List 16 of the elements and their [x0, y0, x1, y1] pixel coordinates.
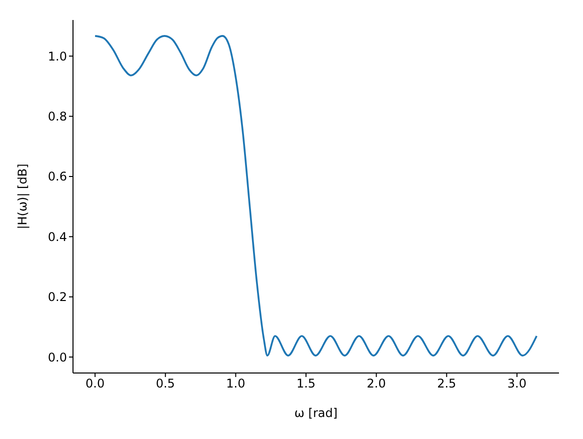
- y-tick-label: 0.8: [48, 110, 67, 124]
- x-tick-label: 2.0: [366, 376, 386, 391]
- y-tick-label: 0.2: [48, 290, 67, 304]
- line-series: [94, 35, 538, 356]
- x-tick-label: 1.0: [226, 376, 246, 391]
- x-tick-label: 0.5: [156, 376, 175, 391]
- x-tick-label: 1.5: [296, 376, 316, 391]
- x-tick-label: 3.0: [507, 376, 526, 391]
- y-tick-label: 1.0: [48, 49, 67, 64]
- y-axis-title: |H(ω)| [dB]: [15, 164, 30, 230]
- y-tick-label: 0.0: [48, 350, 67, 364]
- x-axis-title: ω [rad]: [294, 406, 338, 420]
- y-tick-label: 0.6: [48, 170, 67, 184]
- x-tick-label: 2.5: [437, 376, 456, 391]
- y-tick-label: 0.4: [48, 230, 67, 244]
- x-tick-label: 0.0: [86, 376, 105, 391]
